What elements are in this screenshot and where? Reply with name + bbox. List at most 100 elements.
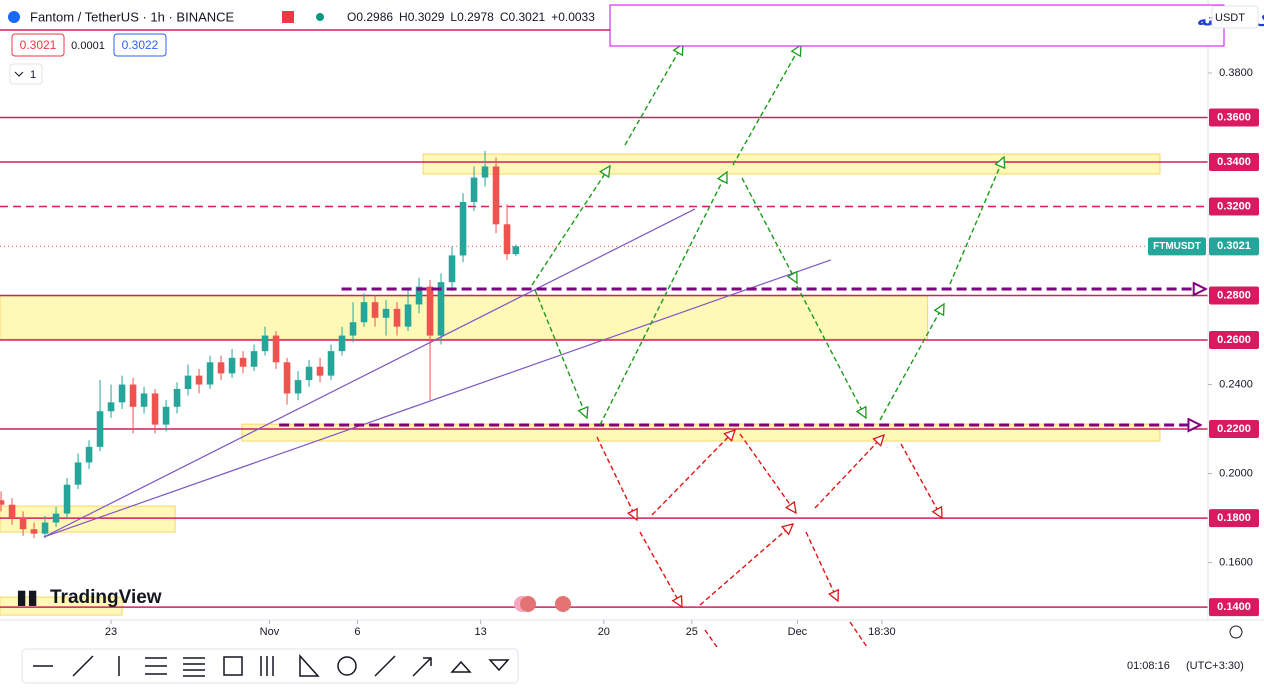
flag-icon[interactable] <box>282 11 294 23</box>
candle-body <box>74 462 82 485</box>
zone <box>0 295 929 340</box>
level-label: 0.1400 <box>1217 601 1251 613</box>
x-tick-label: Nov <box>260 626 280 638</box>
chevron <box>14 71 24 77</box>
indicator-count: 1 <box>30 69 36 81</box>
candle-body <box>228 357 236 374</box>
forecast-arrows <box>531 44 1004 680</box>
candle-body <box>129 384 137 407</box>
candle-body <box>162 406 170 425</box>
candle-body <box>470 177 478 203</box>
candle-body <box>41 522 49 534</box>
candle-body <box>437 282 445 336</box>
tv-logo: ▮▮ <box>16 586 38 608</box>
candle-body <box>63 484 71 514</box>
candle-body <box>107 402 115 412</box>
candle-body <box>0 500 5 505</box>
ohlc-value: +0.0033 <box>551 10 595 24</box>
level-label: 0.2600 <box>1217 334 1251 346</box>
candle-body <box>96 411 104 447</box>
market-status <box>316 13 324 21</box>
candle-body <box>305 366 313 381</box>
trendline <box>43 259 832 538</box>
event-icon[interactable] <box>520 596 536 612</box>
zone <box>241 423 1161 442</box>
sell-box[interactable] <box>11 33 65 57</box>
drawing-toolbar <box>21 648 519 684</box>
candle-body <box>184 375 192 389</box>
candle-body <box>338 335 346 352</box>
bid-price: 0.3021 <box>20 38 57 52</box>
candle-body <box>140 393 148 407</box>
settings-icon[interactable] <box>1229 625 1243 639</box>
candle-body <box>239 357 247 367</box>
ohlc-value: L0.2978 <box>450 10 494 24</box>
candle-body <box>371 302 379 318</box>
ask-price: 0.3022 <box>122 38 159 52</box>
candle-body <box>448 255 456 283</box>
x-tick-label: 6 <box>354 626 360 638</box>
symbol-logo <box>8 11 20 23</box>
candle-body <box>195 375 203 385</box>
candle-body <box>151 393 159 425</box>
watermark: TradingView <box>50 587 162 608</box>
candle-body <box>426 286 434 336</box>
candle-body <box>404 304 412 327</box>
ohlc-value: O0.2986 <box>347 10 393 24</box>
buy-box[interactable] <box>113 33 167 57</box>
candle-body <box>459 202 467 256</box>
candle-body <box>173 388 181 407</box>
indicators-toggle[interactable] <box>9 63 43 85</box>
level-label: 0.2800 <box>1217 289 1251 301</box>
x-tick-label: 25 <box>686 626 698 638</box>
level-label-bg <box>1209 331 1259 350</box>
trendline <box>43 208 696 538</box>
symbol-tag-bg <box>1148 237 1206 256</box>
event-icon[interactable] <box>555 596 571 612</box>
candle-body <box>512 246 520 255</box>
candle-body <box>294 380 302 394</box>
candle-body <box>30 529 38 534</box>
candle-body <box>393 308 401 327</box>
level-label-bg <box>1209 598 1259 617</box>
level-label-bg <box>1209 420 1259 439</box>
candle-body <box>492 166 500 225</box>
symbol-tag: FTMUSDT <box>1153 241 1201 252</box>
candle-body <box>283 362 291 394</box>
y-tick-label: 0.1600 <box>1219 556 1253 568</box>
drawing-tools[interactable] <box>33 654 510 677</box>
candle-body <box>261 335 269 352</box>
candle-body <box>272 335 280 363</box>
zone <box>0 505 176 533</box>
y-tick-label: 0.2000 <box>1219 467 1253 479</box>
currency-select[interactable] <box>1211 5 1259 29</box>
y-tick-label: 0.3800 <box>1219 67 1253 79</box>
candle-body <box>8 504 16 519</box>
clock: 01:08:16 <box>1127 660 1170 672</box>
candle-body <box>52 513 60 523</box>
x-tick-label: 23 <box>105 626 117 638</box>
candle-body <box>118 384 126 403</box>
last-price-label: 0.3021 <box>1217 240 1251 252</box>
candle-body <box>503 224 511 255</box>
candle-body <box>316 366 324 376</box>
candle-body <box>415 286 423 305</box>
ohlc-value: H0.3029 <box>399 10 445 24</box>
level-label: 0.3600 <box>1217 111 1251 123</box>
candle-body <box>481 166 489 178</box>
candle-body <box>382 308 390 318</box>
zone <box>422 153 1161 175</box>
x-tick-label: 13 <box>475 626 487 638</box>
x-tick-label: 18:30 <box>868 626 896 638</box>
candle-body <box>349 322 357 336</box>
x-tick-label: Dec <box>788 626 808 638</box>
candle-body <box>206 362 214 385</box>
last-price-bg <box>1209 237 1259 256</box>
level-label-bg <box>1209 108 1259 127</box>
candle-body <box>19 518 27 530</box>
symbol-title[interactable]: Fantom / TetherUS · 1h · BINANCE <box>30 9 235 24</box>
spread: 0.0001 <box>71 40 105 52</box>
annotation-box <box>609 4 1225 47</box>
